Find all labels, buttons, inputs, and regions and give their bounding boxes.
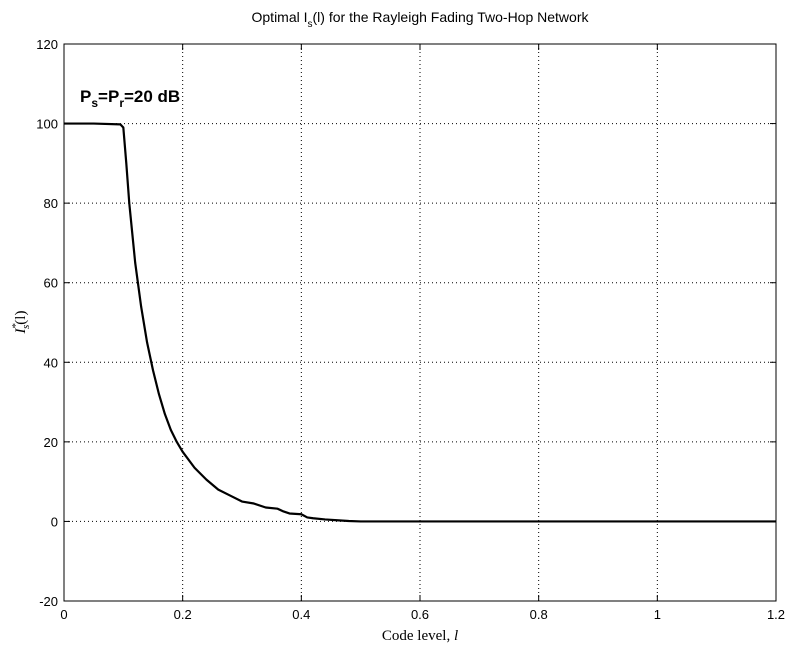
y-tick-label: 40 [44,355,58,370]
y-tick-label: 60 [44,276,58,291]
chart-title: Optimal Is(l) for the Rayleigh Fading Tw… [252,9,590,30]
tick-marks [63,43,777,602]
y-tick-label: 20 [44,435,58,450]
y-tick-label: 0 [51,514,58,529]
y-tick-label: 120 [36,37,58,52]
x-tick-label: 1.2 [767,607,785,622]
y-tick-label: -20 [39,594,58,609]
x-tick-label: 0.4 [292,607,310,622]
series-line [64,122,776,523]
x-tick-label: 1 [654,607,661,622]
y-axis-label: I*s(l) [10,311,32,335]
y-tick-labels: -20 0 20 40 60 80 100 120 [36,37,58,609]
x-tick-label: 0 [60,607,67,622]
power-annotation: Ps=Pr=20 dB [80,87,180,110]
series-layer [64,122,776,523]
x-axis-label: Code level, l [382,628,458,644]
x-tick-label: 0.2 [174,607,192,622]
x-tick-labels: 0 0.2 0.4 0.6 0.8 1 1.2 [60,607,785,622]
y-tick-label: 80 [44,196,58,211]
x-tick-label: 0.6 [411,607,429,622]
x-tick-label: 0.8 [530,607,548,622]
y-tick-label: 100 [36,117,58,132]
axes-background [64,44,776,601]
